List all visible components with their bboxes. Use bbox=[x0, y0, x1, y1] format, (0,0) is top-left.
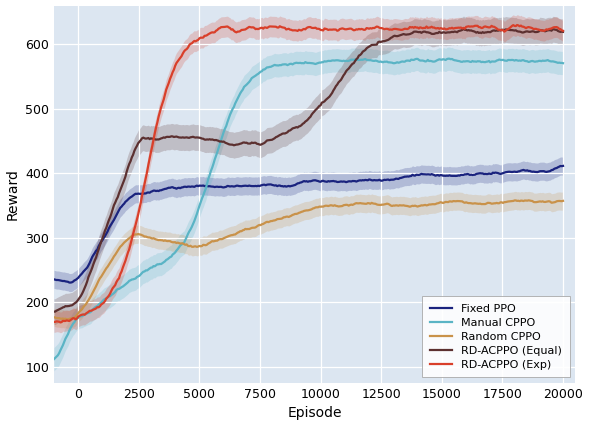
Random CPPO bbox=[419, 203, 426, 208]
Manual CPPO bbox=[112, 289, 119, 294]
RD-ACPPO (Equal) bbox=[371, 42, 378, 47]
RD-ACPPO (Equal) bbox=[252, 140, 259, 145]
Line: RD-ACPPO (Equal): RD-ACPPO (Equal) bbox=[54, 29, 563, 312]
Random CPPO bbox=[218, 236, 225, 242]
RD-ACPPO (Equal) bbox=[50, 309, 57, 314]
Line: Fixed PPO: Fixed PPO bbox=[54, 166, 563, 282]
RD-ACPPO (Exp) bbox=[372, 25, 379, 30]
Manual CPPO bbox=[371, 58, 378, 63]
Manual CPPO bbox=[559, 60, 566, 66]
Manual CPPO bbox=[421, 58, 428, 63]
Fixed PPO bbox=[67, 280, 74, 285]
Random CPPO bbox=[525, 198, 532, 203]
Fixed PPO bbox=[559, 163, 566, 168]
RD-ACPPO (Exp) bbox=[218, 25, 225, 30]
Fixed PPO bbox=[422, 172, 429, 177]
RD-ACPPO (Equal) bbox=[418, 30, 425, 35]
Random CPPO bbox=[64, 317, 71, 322]
Random CPPO bbox=[50, 315, 57, 320]
Fixed PPO bbox=[50, 277, 57, 282]
RD-ACPPO (Exp) bbox=[559, 28, 566, 33]
Manual CPPO bbox=[418, 58, 425, 63]
RD-ACPPO (Exp) bbox=[422, 26, 429, 31]
Line: Random CPPO: Random CPPO bbox=[54, 200, 563, 319]
RD-ACPPO (Equal) bbox=[112, 200, 119, 205]
Legend: Fixed PPO, Manual CPPO, Random CPPO, RD-ACPPO (Equal), RD-ACPPO (Exp): Fixed PPO, Manual CPPO, Random CPPO, RD-… bbox=[422, 296, 569, 377]
RD-ACPPO (Equal) bbox=[559, 29, 566, 35]
Random CPPO bbox=[372, 201, 379, 206]
Random CPPO bbox=[253, 224, 260, 229]
Fixed PPO bbox=[253, 184, 260, 189]
RD-ACPPO (Exp) bbox=[113, 279, 120, 285]
RD-ACPPO (Exp) bbox=[513, 23, 520, 28]
Fixed PPO bbox=[218, 184, 225, 190]
Line: Manual CPPO: Manual CPPO bbox=[54, 59, 563, 359]
RD-ACPPO (Equal) bbox=[421, 29, 428, 34]
Fixed PPO bbox=[419, 172, 426, 177]
Manual CPPO bbox=[252, 73, 259, 78]
Random CPPO bbox=[113, 250, 120, 255]
Manual CPPO bbox=[217, 141, 224, 147]
X-axis label: Episode: Episode bbox=[287, 406, 342, 420]
Manual CPPO bbox=[50, 357, 57, 362]
RD-ACPPO (Equal) bbox=[460, 26, 467, 32]
Random CPPO bbox=[422, 202, 429, 207]
Random CPPO bbox=[559, 199, 566, 204]
Line: RD-ACPPO (Exp): RD-ACPPO (Exp) bbox=[54, 25, 563, 322]
Manual CPPO bbox=[445, 56, 452, 61]
RD-ACPPO (Equal) bbox=[217, 139, 224, 144]
Fixed PPO bbox=[113, 212, 120, 217]
Fixed PPO bbox=[372, 178, 379, 183]
RD-ACPPO (Exp) bbox=[253, 26, 260, 32]
Y-axis label: Reward: Reward bbox=[5, 168, 19, 220]
RD-ACPPO (Exp) bbox=[50, 320, 57, 325]
RD-ACPPO (Exp) bbox=[419, 26, 426, 31]
RD-ACPPO (Exp) bbox=[57, 320, 64, 325]
